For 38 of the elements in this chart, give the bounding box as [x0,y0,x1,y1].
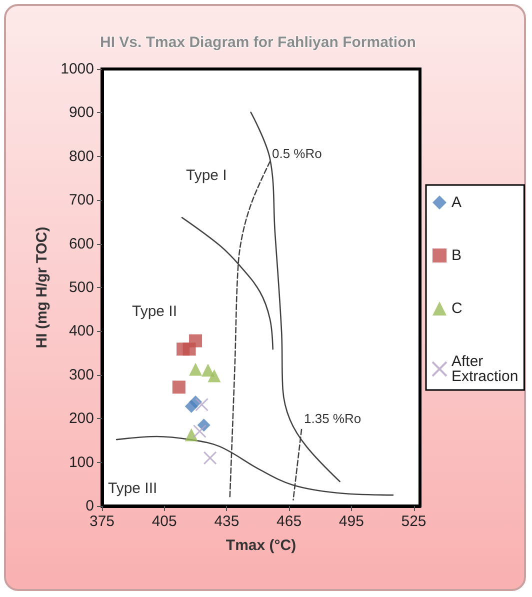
x-tick-label: 495 [338,513,364,530]
y-tick-label: 600 [68,235,94,252]
annotation: 1.35 %Ro [304,411,362,426]
x-tick-label: 435 [214,513,240,530]
y-tick-label: 500 [68,279,94,296]
annotation: Type II [132,303,178,320]
y-tick-label: 400 [68,322,94,340]
point [202,364,214,377]
legend-label: B [452,247,462,264]
point [192,424,206,438]
chart-title: HI Vs. Tmax Diagram for Fahliyan Formation [100,34,416,51]
y-axis-title: HI (mg H/gr TOC) [34,226,51,348]
annotation: 0.5 %Ro [272,146,322,161]
annotation: Type I [186,167,227,184]
legend-label: After Extraction [452,353,518,385]
y-tick-label: 900 [68,104,94,122]
x-axis-title: Tmax (°C) [226,537,296,554]
y-tick-label: 0 [86,498,94,514]
x-tick-label: 405 [152,513,177,530]
point [208,369,221,382]
x-tick-label: 375 [89,513,115,530]
point [203,451,217,465]
legend-label: A [452,194,462,211]
point [189,362,202,376]
y-tick-label: 300 [68,366,94,384]
annotation: Type III [108,480,158,497]
y-tick-label: 200 [68,410,94,428]
point [184,428,198,442]
legend-label: C [452,300,462,317]
x-tick-label: 525 [401,513,426,530]
point [172,380,186,394]
y-tick-label: 800 [68,148,94,165]
y-tick-label: 1000 [60,60,94,78]
x-tick-label: 465 [276,513,302,530]
point [195,398,209,412]
y-tick-label: 100 [68,454,94,471]
y-tick-label: 700 [68,192,94,209]
point [189,334,202,348]
